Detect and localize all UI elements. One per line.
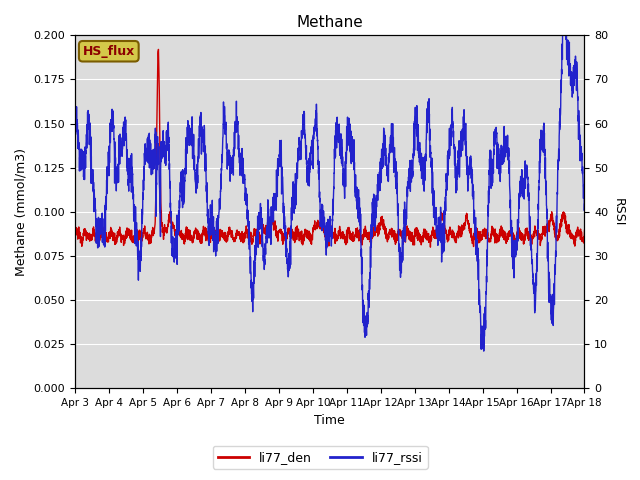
Y-axis label: Methane (mmol/m3): Methane (mmol/m3) — [15, 148, 28, 276]
Text: HS_flux: HS_flux — [83, 45, 135, 58]
Legend: li77_den, li77_rssi: li77_den, li77_rssi — [212, 446, 428, 469]
Title: Methane: Methane — [296, 15, 363, 30]
Y-axis label: RSSI: RSSI — [612, 198, 625, 226]
X-axis label: Time: Time — [314, 414, 345, 427]
